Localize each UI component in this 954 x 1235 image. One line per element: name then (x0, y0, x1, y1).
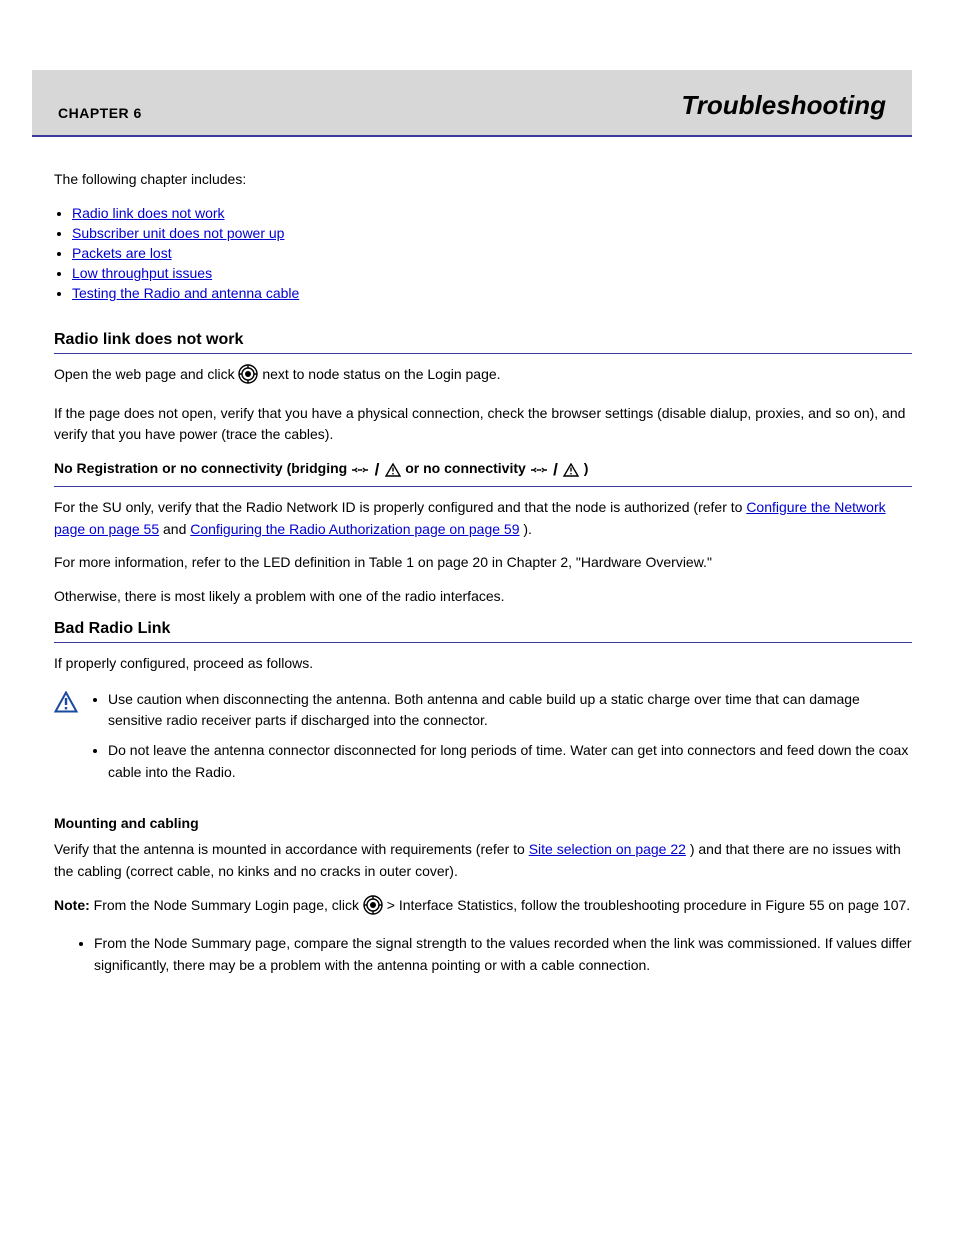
no-reg-p2: For more information, refer to the LED d… (54, 552, 912, 574)
caution-item: Use caution when disconnecting the anten… (108, 689, 912, 732)
toc-link[interactable]: Packets are lost (72, 245, 172, 261)
note-list: From the Node Summary page, compare the … (54, 933, 912, 976)
radio-link-p1: Open the web page and click next to node… (54, 364, 912, 391)
mounting-p: Verify that the antenna is mounted in ac… (54, 839, 912, 882)
chapter-banner: CHAPTER 6 Troubleshooting (32, 70, 912, 137)
list-item: From the Node Summary page, compare the … (94, 933, 912, 976)
toc-link[interactable]: Radio link does not work (72, 205, 225, 221)
toc-link[interactable]: Subscriber unit does not power up (72, 225, 284, 241)
bad-radio-intro: If properly configured, proceed as follo… (54, 653, 912, 675)
radio-auth-link[interactable]: Configuring the Radio Authorization page… (190, 521, 519, 537)
status-bullseye-icon (238, 364, 258, 391)
warning-icon (54, 691, 78, 718)
status-bullseye-icon (363, 895, 383, 922)
site-selection-link[interactable]: Site selection on page 22 (529, 841, 686, 857)
chapter-title: Troubleshooting (681, 90, 886, 121)
toc-link[interactable]: Testing the Radio and antenna cable (72, 285, 299, 301)
note-line: Note: From the Node Summary Login page, … (54, 895, 912, 922)
bridging-warning-icon: / (351, 460, 401, 482)
bridging-warning-icon: / (530, 460, 580, 482)
caution-item: Do not leave the antenna connector disco… (108, 740, 912, 783)
no-reg-p1: For the SU only, verify that the Radio N… (54, 497, 912, 540)
intro-text: The following chapter includes: (54, 171, 912, 187)
note-label: Note: (54, 897, 94, 913)
section-title-radio-link: Radio link does not work (54, 331, 912, 354)
toc-link[interactable]: Low throughput issues (72, 265, 212, 281)
chapter-number: CHAPTER 6 (58, 105, 142, 121)
toc-list: Radio link does not work Subscriber unit… (54, 205, 912, 301)
section-title-bad-radio-link: Bad Radio Link (54, 620, 912, 643)
no-reg-p3: Otherwise, there is most likely a proble… (54, 586, 912, 608)
caution-list: Use caution when disconnecting the anten… (90, 689, 912, 792)
radio-link-p2: If the page does not open, verify that y… (54, 403, 912, 446)
section-title-no-registration: No Registration or no connectivity (brid… (54, 458, 912, 487)
mounting-subheading: Mounting and cabling (54, 815, 912, 831)
